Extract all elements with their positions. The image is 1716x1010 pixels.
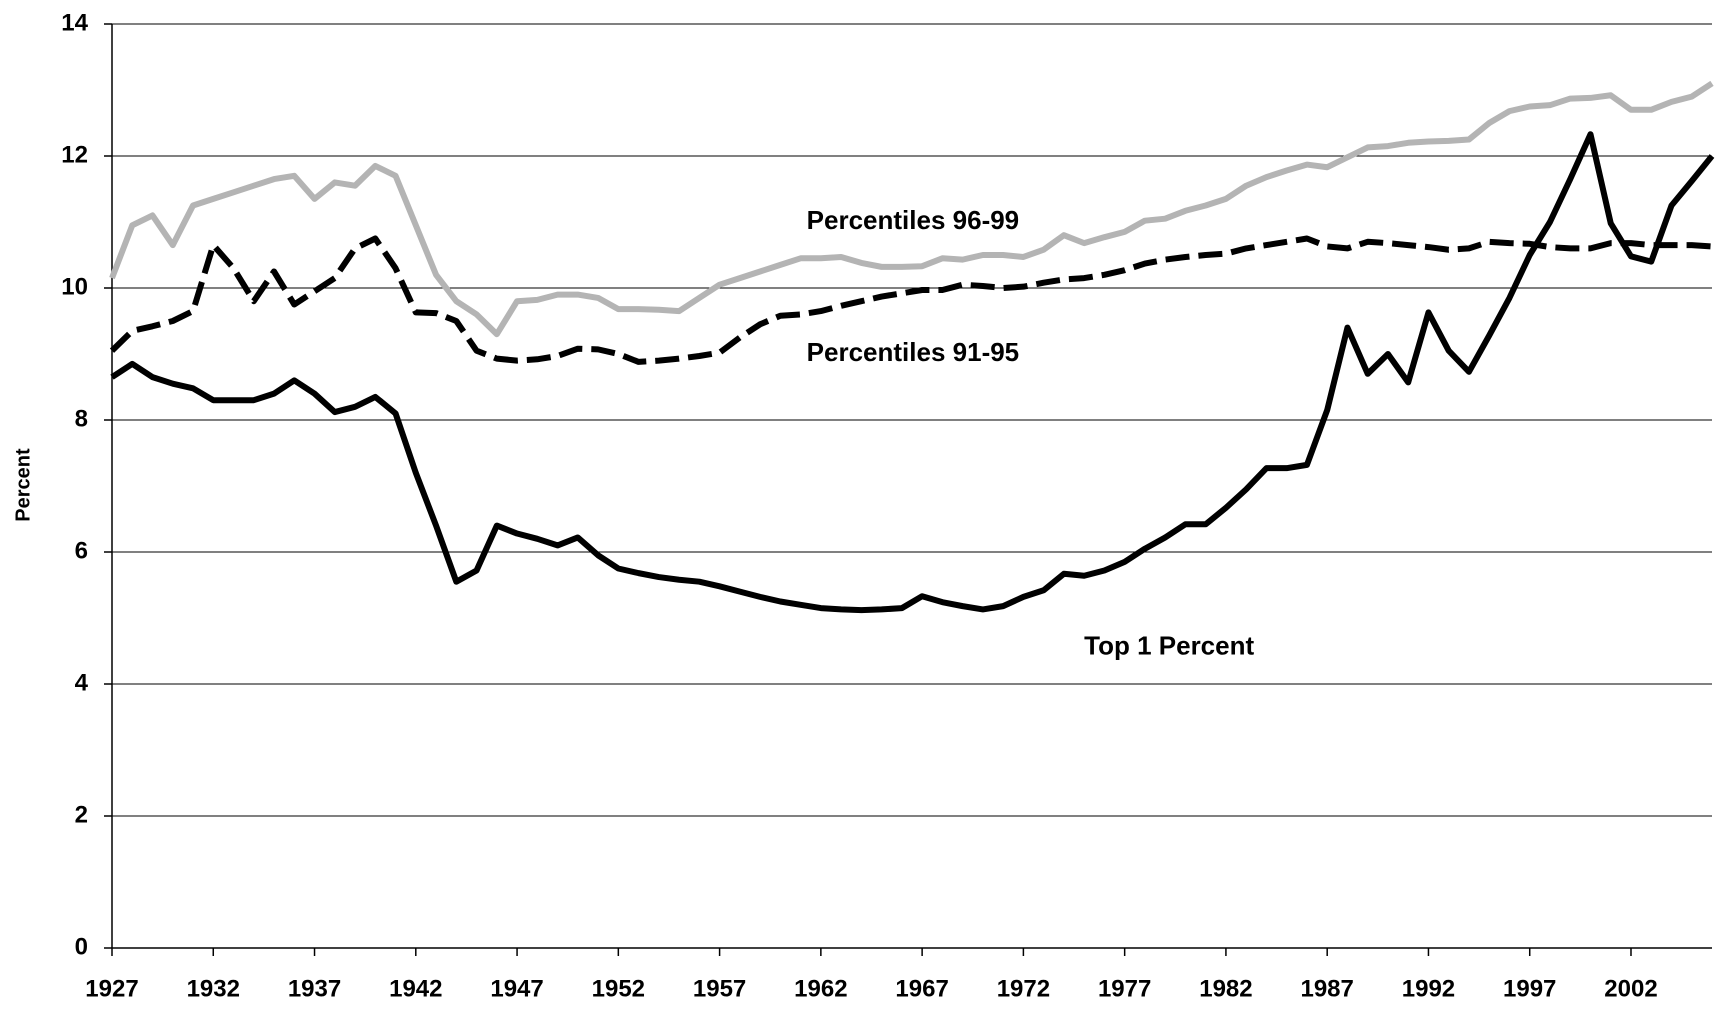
y-tick-label: 8 bbox=[75, 405, 88, 432]
y-tick-label: 14 bbox=[61, 9, 88, 36]
x-tick-label: 1977 bbox=[1098, 975, 1151, 1002]
y-tick-label: 6 bbox=[75, 537, 88, 564]
x-tick-label: 1942 bbox=[389, 975, 442, 1002]
x-tick-label: 1992 bbox=[1402, 975, 1455, 1002]
y-tick-label: 10 bbox=[61, 273, 88, 300]
x-tick-label: 1967 bbox=[895, 975, 948, 1002]
x-tick-label: 1937 bbox=[288, 975, 341, 1002]
y-axis-title: Percent bbox=[12, 448, 34, 522]
x-tick-label: 1952 bbox=[592, 975, 645, 1002]
series-line bbox=[109, 235, 1713, 365]
series-line bbox=[110, 131, 1715, 614]
x-tick-label: 1997 bbox=[1503, 975, 1556, 1002]
x-tick-label: 2002 bbox=[1604, 975, 1657, 1002]
series-label: Top 1 Percent bbox=[1084, 631, 1254, 661]
series-label: Percentiles 96-99 bbox=[807, 205, 1019, 235]
x-tick-label: 1987 bbox=[1300, 975, 1353, 1002]
series-line bbox=[109, 80, 1714, 338]
x-tick-label: 1982 bbox=[1199, 975, 1252, 1002]
x-tick-label: 1932 bbox=[187, 975, 240, 1002]
x-tick-label: 1962 bbox=[794, 975, 847, 1002]
series-label: Percentiles 91-95 bbox=[807, 337, 1019, 367]
x-tick-label: 1927 bbox=[85, 975, 138, 1002]
y-tick-label: 4 bbox=[75, 669, 89, 696]
x-tick-label: 1972 bbox=[997, 975, 1050, 1002]
y-tick-label: 0 bbox=[75, 933, 88, 960]
y-tick-label: 2 bbox=[75, 801, 88, 828]
x-tick-label: 1947 bbox=[490, 975, 543, 1002]
y-tick-label: 12 bbox=[61, 141, 88, 168]
x-tick-label: 1957 bbox=[693, 975, 746, 1002]
